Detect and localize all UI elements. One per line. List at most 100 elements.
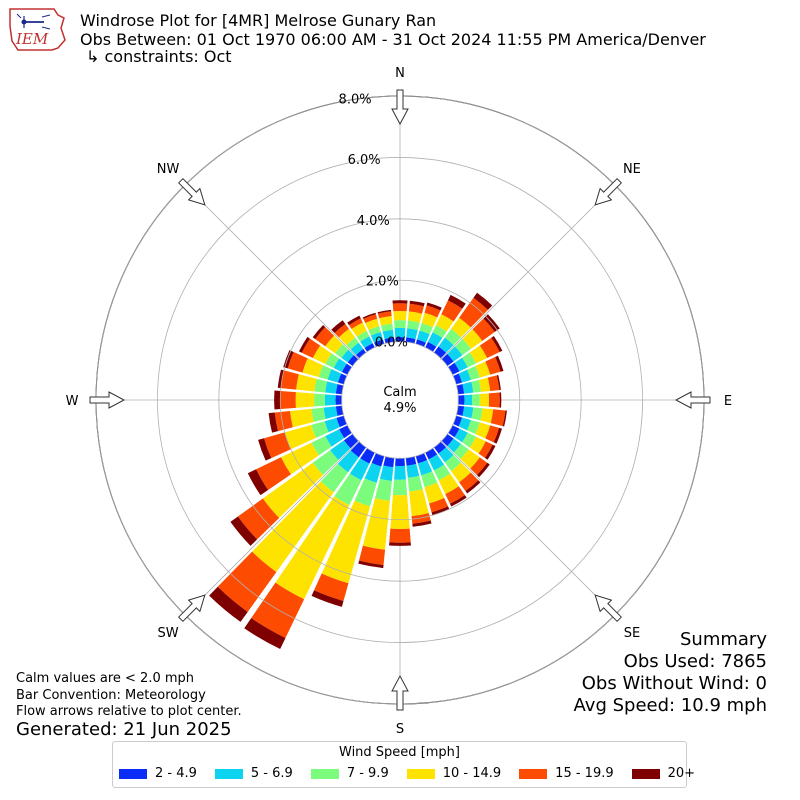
windrose-bar-segment xyxy=(302,358,324,378)
windrose-bar-segment xyxy=(417,460,433,476)
windrose-bar-segment xyxy=(311,435,332,456)
legend-swatch xyxy=(119,768,147,779)
windrose-bar-segment xyxy=(454,357,468,372)
windrose-bar-segment xyxy=(394,465,406,480)
windrose-bar-segment xyxy=(462,406,474,419)
windrose-bar-segment xyxy=(490,409,506,427)
windrose-bar-segment xyxy=(351,322,367,337)
windrose-bar-segment xyxy=(368,326,381,336)
windrose-bar-segment xyxy=(325,429,345,447)
windrose-bar-segment xyxy=(284,424,317,450)
windrose-bar-segment xyxy=(502,410,507,427)
windrose-bar-segment xyxy=(417,330,430,343)
legend-item: 15 - 19.9 xyxy=(519,766,614,781)
calm-circle xyxy=(342,342,458,458)
windrose-bar-segment xyxy=(364,462,382,483)
windrose-bar-segment xyxy=(484,444,496,460)
legend-items: 2 - 4.9 5 - 6.9 7 - 9.9 10 - 14.9 15 - 19.9 2… xyxy=(119,766,713,781)
windrose-bar-segment xyxy=(379,465,394,481)
windrose-bar-segment xyxy=(275,496,350,600)
legend-swatch xyxy=(519,768,548,779)
windrose-bar-segment xyxy=(389,528,411,543)
windrose-bar-segment xyxy=(405,456,417,466)
windrose-bar-segment xyxy=(488,392,500,408)
windrose-bar-segment xyxy=(434,346,447,359)
windrose-bar-segment xyxy=(274,410,293,432)
windrose-bar-segment xyxy=(471,407,483,421)
windrose-bar-segment xyxy=(419,323,433,335)
windrose-bar-segment xyxy=(301,338,321,359)
windrose-bar-segment xyxy=(438,447,454,463)
windrose-bar-segment xyxy=(425,448,438,460)
legend-label: 2 - 4.9 xyxy=(155,766,197,781)
legend-label: 10 - 14.9 xyxy=(442,766,502,781)
windrose-bar-segment xyxy=(456,384,465,395)
legend: Wind Speed [mph] 2 - 4.9 5 - 6.9 7 - 9.9 10… xyxy=(112,741,695,788)
flow-note: Flow arrows relative to plot center. xyxy=(16,704,242,719)
windrose-bar-segment xyxy=(453,443,469,459)
windrose-bar-segment xyxy=(441,353,454,366)
windrose-bar-segment xyxy=(314,393,325,407)
windrose-bar-segment xyxy=(459,297,488,328)
windrose-bar-segment xyxy=(383,456,395,468)
windrose-bar-segment xyxy=(341,349,354,363)
windrose-bar-segment xyxy=(426,302,442,311)
windrose-bar-segment xyxy=(456,405,465,416)
windrose-bar-segment xyxy=(415,453,428,464)
windrose-bar-segment xyxy=(465,480,481,494)
windrose-bar-segment xyxy=(280,370,299,390)
flow-arrow-icon xyxy=(674,391,711,409)
generated-date: Generated: 21 Jun 2025 xyxy=(16,719,232,740)
windrose-bar-segment xyxy=(438,473,459,495)
windrose-bar-segment xyxy=(362,312,376,319)
windrose-bar-segment xyxy=(407,311,422,323)
plot-subtitle: Obs Between: 01 Oct 1970 06:00 AM - 31 O… xyxy=(80,30,706,49)
windrose-bar-segment xyxy=(392,479,408,496)
windrose-bar-segment xyxy=(392,303,408,312)
windrose-bar-segment xyxy=(407,475,423,492)
windrose-bar-segment xyxy=(290,408,314,428)
windrose-bar-segment xyxy=(454,338,472,356)
windrose-bar-segment xyxy=(334,323,349,338)
windrose-bar-segment xyxy=(337,450,359,473)
windrose-bar-segment xyxy=(485,357,501,375)
windrose-bar-segment xyxy=(362,498,390,550)
legend-swatch xyxy=(406,768,435,779)
windrose-bar-segment xyxy=(493,427,502,444)
summary-heading: Summary xyxy=(680,629,767,650)
windrose-bar-segment xyxy=(407,320,420,331)
direction-label: SW xyxy=(158,626,179,641)
windrose-bar-segment xyxy=(454,428,468,443)
windrose-bar-segment xyxy=(347,315,361,326)
windrose-bar-segment xyxy=(299,336,310,353)
windrose-bar-segment xyxy=(327,369,342,383)
windrose-bar-segment xyxy=(394,320,406,329)
windrose-bar-segment xyxy=(287,351,308,373)
radial-tick-label: 8.0% xyxy=(339,92,372,107)
windrose-bar-segment xyxy=(312,345,332,365)
windrose-bar-segment xyxy=(496,374,501,391)
windrose-bar-segment xyxy=(314,573,349,602)
windrose-bar-segment xyxy=(409,489,429,517)
windrose-bar-segment xyxy=(264,432,291,459)
windrose-bar-segment xyxy=(427,332,443,347)
windrose-bar-segment xyxy=(425,341,437,352)
legend-title: Wind Speed [mph] xyxy=(339,745,460,760)
windrose-bar-segment xyxy=(395,337,405,342)
windrose-bar-segment xyxy=(428,454,445,471)
windrose-bar-segment xyxy=(338,328,356,346)
windrose-bar-segment xyxy=(467,365,480,381)
windrose-bar-segment xyxy=(434,441,447,454)
windrose-bar-segment xyxy=(435,314,454,332)
legend-swatch xyxy=(310,768,339,779)
windrose-bar-segment xyxy=(485,425,500,443)
windrose-bar-segment xyxy=(406,328,418,340)
radial-tick-label: 2.0% xyxy=(366,275,399,290)
windrose-bar-segment xyxy=(433,464,451,481)
windrose-bar-segment xyxy=(335,405,344,416)
windrose-bar-segment xyxy=(379,315,393,326)
windrose-bar-segment xyxy=(237,498,280,540)
windrose-bar-segment xyxy=(475,361,491,378)
windrose-bar-segment xyxy=(343,434,359,449)
windrose-bar-segment xyxy=(365,318,380,331)
